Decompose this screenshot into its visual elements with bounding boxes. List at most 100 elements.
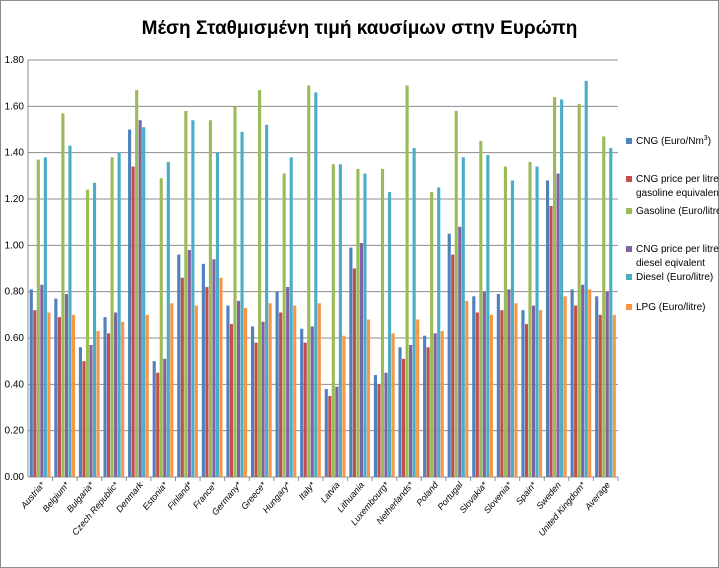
bar <box>486 154 490 477</box>
bar <box>78 347 83 477</box>
x-category-label: Italy* <box>297 479 318 501</box>
bar <box>447 233 451 477</box>
bar <box>401 358 406 477</box>
bar <box>335 386 339 477</box>
x-category-label: Latvia <box>319 480 342 505</box>
bar <box>577 104 581 478</box>
bar <box>96 331 100 477</box>
bar <box>331 164 335 477</box>
bar <box>254 342 258 477</box>
legend-label: LPG (Euro/litre) <box>636 302 705 313</box>
bar <box>121 321 125 477</box>
bar <box>106 333 111 477</box>
bar <box>451 254 455 477</box>
bar <box>289 157 293 478</box>
chart-title: Μέση Σταθμισμένη τιμή καυσίμων στην Ευρώ… <box>141 18 578 39</box>
bar <box>317 303 321 477</box>
bar <box>412 148 416 478</box>
bar <box>135 90 139 477</box>
bar <box>465 300 469 477</box>
bar <box>556 173 560 477</box>
bar <box>324 388 328 477</box>
bar <box>524 324 529 477</box>
bar <box>588 289 592 477</box>
bar <box>391 333 395 477</box>
bar <box>521 310 525 477</box>
bar <box>215 152 220 477</box>
bar <box>409 344 413 477</box>
legend-swatch <box>626 246 632 252</box>
bar <box>103 317 107 477</box>
bar <box>159 178 163 477</box>
legend-swatch <box>626 176 632 182</box>
bar <box>61 113 65 478</box>
bar <box>584 80 588 477</box>
y-tick-label: 0.20 <box>5 426 25 437</box>
bar <box>430 192 434 478</box>
y-tick-label: 1.00 <box>5 240 25 251</box>
bar <box>29 289 33 477</box>
y-tick-label: 0.40 <box>5 379 25 390</box>
bar <box>180 277 184 477</box>
y-tick-label: 0.60 <box>5 333 25 344</box>
y-tick-label: 1.60 <box>5 101 25 112</box>
bar <box>605 291 609 477</box>
x-category-label: Spain* <box>514 479 539 506</box>
legend-label: CNG price per litre gasoline equivalent <box>636 174 719 199</box>
bar <box>191 120 195 477</box>
bar <box>36 159 40 477</box>
legend-label: CNG price per litre diesel eqivalent <box>636 244 719 269</box>
bar <box>142 127 146 477</box>
bar <box>535 166 539 478</box>
y-tick-label: 0.80 <box>5 287 25 298</box>
bar <box>201 263 205 477</box>
bar <box>581 284 585 477</box>
bar <box>598 314 602 477</box>
bar <box>500 310 504 477</box>
bar <box>212 259 216 477</box>
bar <box>503 166 507 478</box>
bar <box>300 328 304 477</box>
bar <box>208 120 212 477</box>
bar <box>479 141 483 478</box>
bar <box>384 372 388 477</box>
bar <box>110 157 114 478</box>
bar <box>373 375 378 477</box>
bar <box>117 152 121 477</box>
bar <box>560 99 564 477</box>
y-tick-label: 1.20 <box>5 194 25 205</box>
bar <box>33 310 37 477</box>
bar <box>303 342 307 477</box>
bar <box>531 305 536 477</box>
bar <box>156 372 160 477</box>
bar <box>314 92 318 477</box>
bar <box>145 314 149 477</box>
bar <box>380 168 385 477</box>
bar <box>138 120 142 477</box>
bar <box>85 189 90 477</box>
bar <box>226 305 230 477</box>
bar <box>602 136 606 477</box>
legend-swatch <box>626 208 632 214</box>
bar <box>528 161 532 477</box>
bar <box>514 303 518 477</box>
bar <box>187 249 191 477</box>
bar <box>398 347 402 477</box>
bar <box>71 314 76 477</box>
bar <box>539 310 543 477</box>
bar <box>377 384 381 477</box>
bar <box>194 305 198 477</box>
bar <box>545 180 550 477</box>
bar <box>338 164 342 477</box>
legend-swatch <box>626 304 632 310</box>
legend-swatch <box>626 138 632 144</box>
bar <box>437 187 441 477</box>
bar <box>405 85 409 477</box>
bar <box>177 254 181 477</box>
bar <box>489 314 493 477</box>
bar <box>366 319 371 477</box>
bar <box>454 110 458 477</box>
legend-swatch <box>626 274 632 280</box>
x-category-label: Denmark <box>114 479 145 514</box>
